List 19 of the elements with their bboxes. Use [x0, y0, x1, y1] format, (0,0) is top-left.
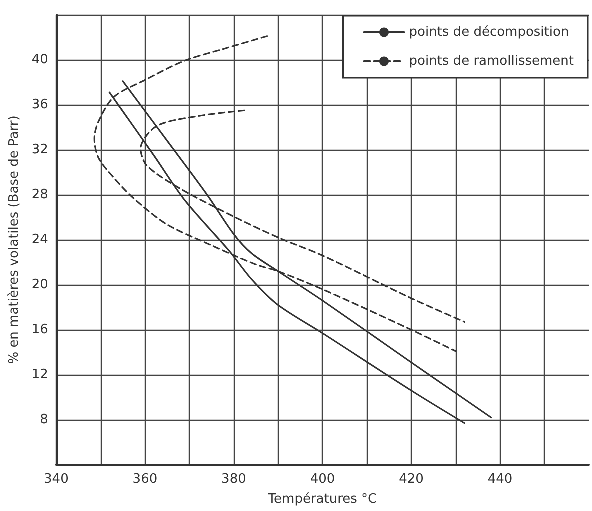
- y-axis-title: % en matières volatiles (Base de Parr): [7, 116, 22, 364]
- legend-label: points de décomposition: [409, 25, 570, 40]
- y-tick-label: 20: [32, 278, 48, 292]
- y-tick-label: 32: [32, 142, 48, 158]
- x-tick-label: 360: [132, 472, 158, 487]
- y-tick-label: 12: [32, 368, 48, 382]
- y-tick-label: 28: [32, 188, 48, 202]
- y-tick-label: 8: [40, 412, 48, 428]
- y-tick-label: 40: [32, 52, 48, 68]
- x-tick-label: 380: [222, 472, 246, 487]
- x-tick-label: 420: [399, 472, 424, 487]
- x-tick-label: 400: [310, 472, 336, 487]
- y-tick-label: 16: [32, 322, 48, 338]
- x-tick-label: 340: [44, 472, 69, 487]
- x-tick-label: 440: [488, 472, 513, 487]
- y-tick-label: 36: [32, 98, 48, 112]
- legend-label: points de ramollissement: [409, 54, 574, 69]
- y-tick-label: 24: [32, 232, 48, 248]
- x-axis-title: Températures °C: [267, 492, 378, 507]
